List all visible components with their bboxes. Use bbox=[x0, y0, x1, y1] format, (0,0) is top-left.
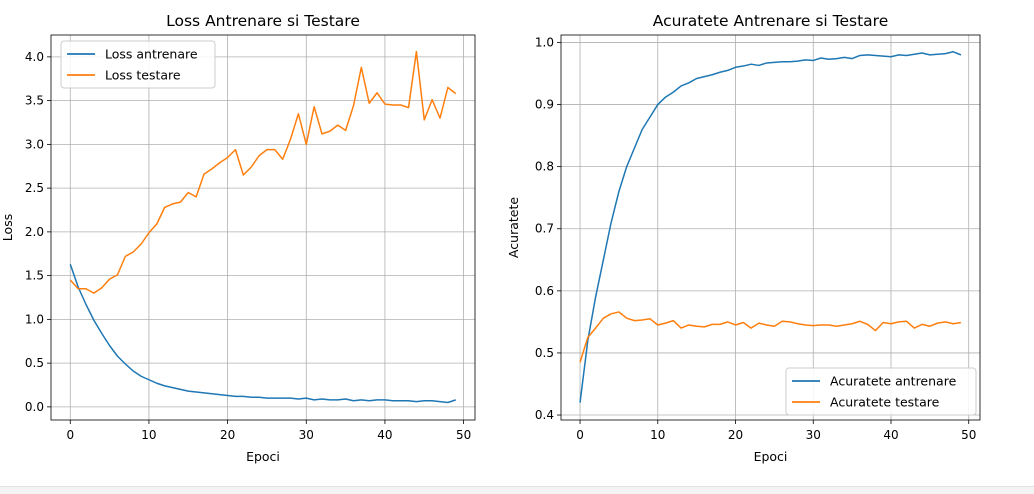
legend-label: Loss antrenare bbox=[105, 47, 198, 62]
y-tick-label: 3.5 bbox=[25, 94, 44, 108]
y-tick-label: 0.0 bbox=[25, 400, 44, 414]
series-line-antrenare bbox=[69, 264, 456, 404]
axes-frame bbox=[560, 34, 981, 421]
x-tick-label: 20 bbox=[728, 428, 743, 442]
legend: Loss antrenare Loss testare bbox=[60, 40, 216, 89]
y-tick-label: 1.5 bbox=[25, 269, 44, 283]
y-tick-label: 3.0 bbox=[25, 137, 44, 151]
series-line-testare bbox=[69, 50, 457, 294]
x-tick-label: 30 bbox=[299, 428, 314, 442]
x-tick-label: 50 bbox=[961, 428, 976, 442]
y-tick-label: 2.5 bbox=[25, 181, 44, 195]
x-tick-label: 40 bbox=[883, 428, 898, 442]
x-tick-label: 10 bbox=[141, 428, 156, 442]
y-tick-label: 0.5 bbox=[535, 346, 554, 360]
y-tick-label: 0.7 bbox=[535, 222, 554, 236]
x-tick-label: 0 bbox=[576, 428, 584, 442]
y-tick-label: 0.6 bbox=[535, 284, 554, 298]
y-tick-label: 2.0 bbox=[25, 225, 44, 239]
y-tick-label: 1.0 bbox=[535, 35, 554, 49]
x-tick-label: 30 bbox=[806, 428, 821, 442]
y-tick-label: 0.5 bbox=[25, 356, 44, 370]
chart-title: Acuratete Antrenare si Testare bbox=[653, 12, 889, 30]
legend-label: Acuratete testare bbox=[830, 395, 940, 410]
loss-chart: 0 10 20 30 40 50 0.0 0.5 1.0 1.5 2.0 2.5 3.0 3.5 4.0 Lo… bbox=[0, 12, 476, 464]
series-line-testare bbox=[579, 311, 962, 363]
accuracy-chart: 0 10 20 30 40 50 0.4 0.5 0.6 0.7 0.8 0.9 1.0 Acuratet… bbox=[506, 12, 981, 464]
x-tick-label: 50 bbox=[456, 428, 471, 442]
x-axis-label: Epoci bbox=[754, 449, 788, 464]
legend-label: Loss testare bbox=[105, 68, 181, 83]
legend-box bbox=[785, 367, 977, 416]
legend-label: Acuratete antrenare bbox=[830, 374, 957, 389]
x-tick-label: 20 bbox=[220, 428, 235, 442]
legend-box bbox=[60, 40, 216, 89]
legend: Acuratete antrenare Acuratete testare bbox=[785, 367, 977, 416]
y-tick-label: 1.0 bbox=[25, 312, 44, 326]
bottom-strip bbox=[0, 486, 1034, 494]
y-axis-label: Loss bbox=[0, 214, 15, 241]
x-axis-label: Epoci bbox=[246, 449, 280, 464]
y-axis-label: Acuratete bbox=[506, 197, 521, 258]
y-tick-label: 0.8 bbox=[535, 160, 554, 174]
y-tick-label: 4.0 bbox=[25, 50, 44, 64]
x-tick-label: 0 bbox=[66, 428, 74, 442]
x-tick-label: 40 bbox=[377, 428, 392, 442]
y-tick-label: 0.9 bbox=[535, 98, 554, 112]
y-tick-label: 0.4 bbox=[535, 408, 554, 422]
axes-frame bbox=[50, 34, 476, 421]
chart-title: Loss Antrenare si Testare bbox=[166, 12, 360, 30]
x-tick-label: 10 bbox=[650, 428, 665, 442]
series-line-antrenare bbox=[579, 51, 962, 403]
